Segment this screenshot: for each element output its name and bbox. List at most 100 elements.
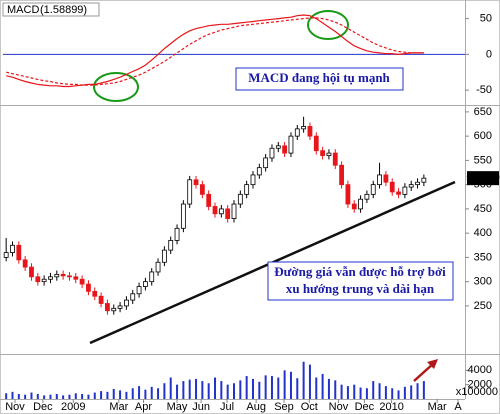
volume-bar	[68, 394, 71, 399]
y-tick-label: 350	[474, 251, 492, 263]
volume-bar	[138, 386, 141, 399]
x-tick-label: Nov	[329, 401, 349, 413]
candle-body	[60, 273, 66, 277]
volume-bar	[391, 388, 394, 399]
volume-bar	[410, 385, 413, 399]
volume-bar	[340, 384, 343, 399]
volume-bar	[125, 391, 128, 399]
last-price-box	[467, 171, 499, 186]
candle-body	[383, 174, 389, 183]
candle-body	[41, 278, 47, 283]
candle-body	[301, 126, 307, 130]
annotation-box	[235, 67, 404, 91]
candle-body	[408, 184, 414, 188]
candle-body	[161, 249, 167, 263]
x-tick-label: Dec	[33, 401, 53, 413]
volume-bar	[403, 386, 406, 399]
candle-body	[155, 261, 161, 273]
volume-bar	[346, 386, 349, 399]
candle-body	[402, 186, 408, 195]
candle-body	[168, 240, 174, 251]
volume-bar	[207, 383, 210, 399]
volume-bar	[334, 380, 337, 399]
volume-bar	[201, 381, 204, 399]
volume-bar	[270, 376, 273, 399]
candle-body	[218, 208, 224, 215]
volume-bar	[182, 381, 185, 399]
candle-body	[269, 147, 275, 159]
volume-bar	[157, 388, 160, 399]
candle-body	[86, 283, 91, 292]
legend-box	[2, 2, 100, 17]
candle-body	[199, 184, 205, 195]
volume-bar	[214, 377, 217, 399]
volume-bar	[119, 390, 122, 399]
volume-bar	[36, 393, 39, 399]
volume-bar	[296, 378, 299, 399]
y-tick-label: 550	[474, 154, 492, 166]
candle-body	[421, 177, 427, 183]
candle-body	[73, 276, 79, 280]
volume-bar	[169, 377, 172, 399]
y-tick-label: -50	[476, 84, 492, 96]
candle-body	[54, 273, 60, 278]
volume-bar	[150, 386, 153, 399]
panel-title: MACD	[7, 4, 39, 16]
x-tick-label: Jul	[220, 401, 234, 413]
y-unit-label: x100000	[456, 386, 498, 398]
volume-bar	[353, 384, 356, 399]
candle-body	[326, 152, 332, 156]
volume-bar	[43, 395, 46, 399]
volume-bar	[195, 378, 198, 399]
volume-bar	[422, 381, 425, 399]
candle-body	[29, 266, 34, 278]
volume-bar	[416, 383, 419, 399]
volume-bar	[264, 375, 267, 399]
volume-bar	[302, 361, 305, 399]
volume-bar	[74, 393, 77, 399]
volume-bar	[188, 379, 191, 399]
candle-body	[377, 174, 382, 186]
volume-bar	[81, 393, 84, 399]
volume-bar	[55, 393, 58, 399]
volume-bar	[245, 376, 248, 399]
volume-bar	[397, 390, 400, 399]
candle-body	[149, 271, 155, 283]
candle-body	[275, 145, 281, 149]
candle-body	[16, 244, 22, 261]
candle-body	[231, 203, 237, 220]
x-tick-label: A	[454, 401, 462, 413]
candle-body	[124, 299, 129, 307]
candle-body	[364, 193, 370, 200]
volume-bar	[359, 387, 362, 399]
candle-body	[98, 295, 104, 304]
volume-bar	[17, 393, 20, 399]
volume-bar	[163, 383, 166, 399]
candle-body	[212, 206, 218, 215]
volume-bar	[5, 393, 8, 399]
candle-body	[67, 275, 72, 278]
candle-body	[193, 179, 199, 186]
volume-bar	[289, 371, 292, 399]
candle-body	[130, 293, 136, 301]
candle-body	[111, 307, 117, 312]
y-tick-label: 2000	[468, 379, 492, 391]
candle-body	[263, 157, 269, 169]
candle-body	[3, 252, 9, 258]
candle-body	[244, 184, 250, 195]
y-tick-label: 650	[474, 106, 492, 118]
y-tick-label: 300	[474, 276, 492, 288]
volume-bar	[372, 381, 375, 399]
candle-body	[282, 145, 288, 154]
candle-body	[313, 135, 319, 152]
x-tick-label: 2010	[379, 401, 403, 413]
candle-body	[92, 290, 98, 297]
x-tick-label: Apr	[135, 401, 152, 413]
x-tick-label: Aug	[246, 401, 266, 413]
volume-bar	[106, 391, 109, 399]
candle-body	[294, 128, 300, 137]
x-tick-label: Sep	[274, 401, 294, 413]
volume-bar	[24, 394, 27, 399]
candle-body	[136, 286, 142, 295]
